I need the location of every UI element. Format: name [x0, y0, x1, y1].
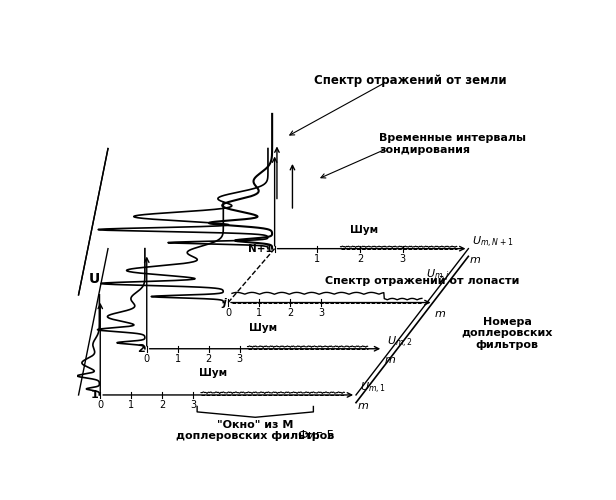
Text: m: m: [357, 401, 368, 411]
Text: 1: 1: [91, 390, 99, 400]
Text: 0: 0: [144, 354, 150, 364]
Text: m: m: [384, 355, 395, 365]
Text: Шум: Шум: [249, 324, 277, 334]
Text: 0: 0: [225, 308, 231, 318]
Text: Номера
доплеровских
фильтров: Номера доплеровских фильтров: [461, 317, 553, 350]
Text: 3: 3: [190, 400, 197, 410]
Text: 2: 2: [137, 344, 145, 354]
Text: Спектр отражений от лопасти: Спектр отражений от лопасти: [325, 276, 519, 286]
Text: $U_{m,1}$: $U_{m,1}$: [360, 381, 386, 396]
Text: 1: 1: [314, 254, 320, 264]
Text: "Окно" из М
доплеровских фильтров: "Окно" из М доплеровских фильтров: [176, 420, 334, 441]
Text: j: j: [223, 298, 227, 308]
Text: 0: 0: [97, 400, 103, 410]
Text: 2: 2: [159, 400, 165, 410]
Text: 3: 3: [237, 354, 243, 364]
Text: 3: 3: [318, 308, 324, 318]
Text: Шум: Шум: [198, 368, 227, 378]
Text: 2: 2: [287, 308, 293, 318]
Text: Фиг.5: Фиг.5: [297, 429, 334, 442]
Text: 1: 1: [175, 354, 181, 364]
Text: N+1: N+1: [248, 244, 273, 254]
Text: m: m: [435, 308, 446, 318]
Text: 1: 1: [128, 400, 134, 410]
Text: Спектр отражений от земли: Спектр отражений от земли: [314, 74, 506, 87]
Text: 2: 2: [357, 254, 363, 264]
Text: m: m: [470, 255, 481, 265]
Text: 3: 3: [399, 254, 405, 264]
Text: 1: 1: [256, 308, 262, 318]
Text: U: U: [89, 272, 100, 285]
Text: 2: 2: [206, 354, 212, 364]
Text: Шум: Шум: [350, 225, 378, 235]
Text: $U_{m,j}$: $U_{m,j}$: [426, 268, 450, 284]
Text: $U_{m,N+1}$: $U_{m,N+1}$: [472, 235, 514, 250]
Text: $U_{m,2}$: $U_{m,2}$: [387, 335, 413, 350]
Text: Временные интервалы
зондирования: Временные интервалы зондирования: [379, 133, 526, 155]
